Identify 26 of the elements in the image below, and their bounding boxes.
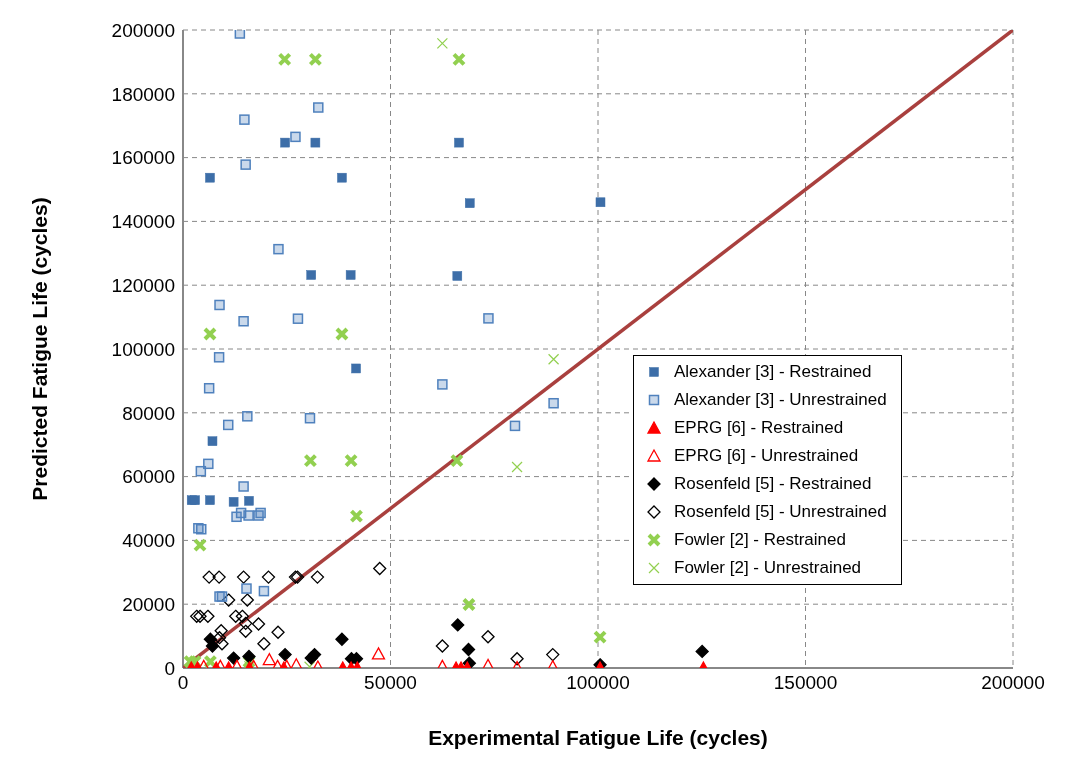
y-tick-label: 0 <box>164 657 175 679</box>
x-tick-label: 150000 <box>773 672 838 694</box>
legend-label: Rosenfeld [5] - Restrained <box>674 474 872 494</box>
legend-label: Alexander [3] - Restrained <box>674 362 872 382</box>
y-axis-title: Predicted Fatigue Life (cycles) <box>28 197 52 501</box>
x-tick-label: 50000 <box>364 672 417 694</box>
x-axis-title: Experimental Fatigue Life (cycles) <box>428 726 768 749</box>
legend-label: Fowler [2] - Restrained <box>674 530 846 550</box>
y-tick-label: 20000 <box>122 593 175 615</box>
legend-label: Fowler [2] - Unrestrained <box>674 558 862 578</box>
y-tick-label: 40000 <box>122 530 175 552</box>
legend-label: EPRG [6] - Restrained <box>674 418 844 438</box>
x-tick-label: 200000 <box>981 672 1045 694</box>
y-tick-label: 60000 <box>122 466 175 488</box>
y-tick-label: 180000 <box>111 83 175 105</box>
y-tick-label: 80000 <box>122 402 175 424</box>
legend-label: Rosenfeld [5] - Unrestrained <box>674 502 887 522</box>
y-tick-label: 160000 <box>111 147 175 169</box>
x-tick-label: 0 <box>177 672 189 694</box>
y-tick-label: 120000 <box>111 274 175 296</box>
legend-label: EPRG [6] - Unrestrained <box>674 446 859 466</box>
y-tick-label: 200000 <box>111 19 175 41</box>
y-tick-label: 140000 <box>111 211 175 233</box>
legend-label: Alexander [3] - Unrestrained <box>674 390 887 410</box>
y-tick-label: 100000 <box>111 338 175 360</box>
x-tick-label: 100000 <box>566 672 630 694</box>
